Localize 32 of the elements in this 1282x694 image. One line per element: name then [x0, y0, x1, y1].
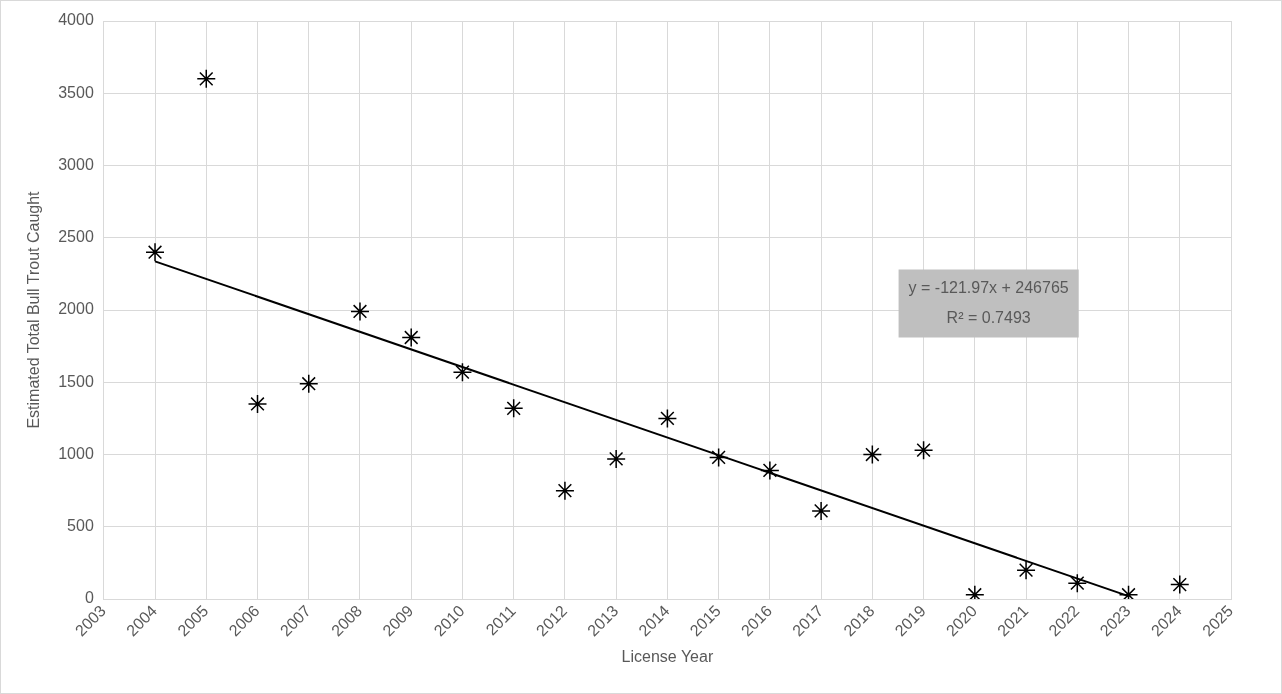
point	[1016, 560, 1036, 580]
point	[657, 408, 678, 429]
point	[913, 440, 934, 460]
point	[350, 301, 370, 322]
point	[606, 449, 626, 469]
y-tick-label: 2500	[58, 228, 94, 246]
y-tick-label: 3000	[58, 155, 94, 173]
y-tick-label: 3500	[58, 83, 94, 101]
point	[145, 242, 165, 262]
point	[555, 480, 575, 501]
point	[401, 327, 421, 348]
point	[760, 460, 780, 481]
point	[1067, 573, 1088, 593]
point	[862, 444, 883, 465]
point	[452, 362, 473, 382]
point	[708, 447, 729, 468]
y-axis-title: Estimated Total Bull Trout Caught	[25, 190, 43, 429]
point	[811, 501, 831, 521]
x-axis-title: License Year	[621, 647, 714, 665]
point	[298, 373, 319, 394]
annotation: y = -121.97x + 246765	[908, 278, 1069, 296]
y-tick-label: 1000	[58, 444, 94, 462]
point	[196, 69, 217, 89]
y-tick-label: 500	[67, 517, 94, 535]
y-tick-label: 2000	[58, 300, 94, 318]
annotation: R² = 0.7493	[946, 308, 1031, 326]
y-tick-label: 4000	[58, 11, 94, 29]
y-tick-label: 0	[84, 589, 94, 607]
point	[1170, 574, 1190, 595]
y-tick-label: 1500	[58, 372, 94, 390]
point	[503, 398, 524, 419]
point	[247, 394, 268, 414]
